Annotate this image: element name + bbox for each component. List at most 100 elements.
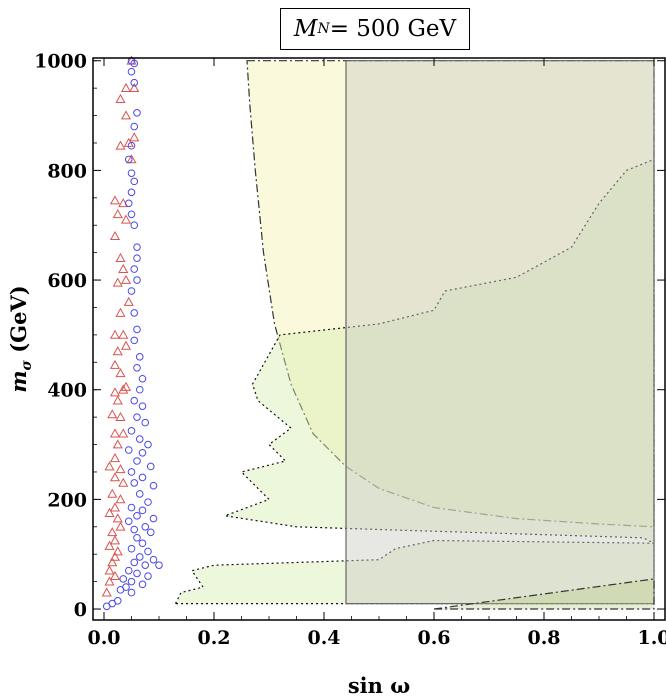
- triangle-point: [112, 439, 123, 449]
- triangle-point: [115, 368, 126, 378]
- circle-point: [119, 575, 128, 583]
- circle-point: [127, 544, 136, 553]
- y-label-symbol: m: [6, 370, 31, 392]
- triangle-point: [109, 359, 121, 369]
- circle-point: [127, 188, 136, 197]
- triangle-point: [112, 546, 123, 556]
- title-rest: = 500 GeV: [329, 16, 457, 42]
- circle-point: [133, 569, 141, 578]
- circle-point: [138, 402, 147, 410]
- circle-point: [149, 481, 158, 490]
- circle-point: [130, 122, 139, 131]
- triangle-point: [115, 494, 126, 504]
- green-dotted-region: [174, 158, 655, 605]
- triangle-point: [104, 540, 115, 550]
- circle-point: [130, 336, 139, 345]
- circle-point: [102, 602, 111, 611]
- circle-point: [138, 580, 147, 589]
- circle-point: [135, 490, 144, 498]
- circle-point: [141, 561, 150, 569]
- x-tick-label: 0.2: [197, 627, 230, 649]
- triangle-point: [115, 140, 126, 150]
- triangle-point: [109, 230, 121, 241]
- triangle-point: [109, 329, 121, 339]
- triangle-point: [112, 209, 123, 219]
- triangle-point: [120, 340, 132, 350]
- triangle-point: [101, 587, 112, 597]
- circle-point: [146, 528, 155, 537]
- circle-point: [146, 462, 155, 471]
- triangle-point: [109, 387, 121, 397]
- circle-point: [138, 473, 147, 482]
- circle-point: [130, 525, 139, 534]
- title-subscript: N: [317, 21, 330, 37]
- circle-point: [133, 109, 141, 117]
- circle-point: [124, 566, 133, 575]
- x-tick-label: 0.8: [527, 627, 560, 649]
- circle-point: [127, 210, 136, 219]
- circle-point: [127, 141, 136, 150]
- circle-point: [144, 572, 152, 580]
- triangle-point: [115, 463, 126, 474]
- circle-point: [135, 385, 144, 394]
- triangle-point: [129, 132, 140, 142]
- circle-point: [127, 169, 136, 177]
- circle-point: [130, 396, 139, 405]
- circle-point: [155, 561, 163, 569]
- triangle-point: [109, 195, 121, 205]
- circle-point: [138, 374, 147, 383]
- circle-point: [133, 254, 141, 262]
- triangle-point: [109, 570, 121, 580]
- triangle-point: [120, 274, 132, 284]
- y-tick-label: 800: [47, 160, 87, 182]
- circle-point: [133, 243, 141, 251]
- triangle-point: [118, 428, 129, 438]
- circle-point: [141, 418, 150, 427]
- y-axis-label: mσ (GeV): [6, 285, 35, 392]
- circle-point: [130, 479, 139, 487]
- triangle-point: [118, 329, 129, 339]
- triangle-point: [115, 521, 126, 531]
- circle-point: [144, 547, 152, 556]
- y-label-subscript: σ: [19, 359, 35, 370]
- circle-point: [127, 287, 136, 295]
- y-tick-label: 0: [74, 599, 87, 621]
- triangle-point: [120, 214, 132, 224]
- circle-point: [127, 67, 136, 76]
- y-tick-label: 1000: [34, 51, 87, 73]
- triangle-point: [107, 557, 118, 567]
- circle-point: [127, 468, 136, 476]
- circle-point: [130, 177, 139, 186]
- triangle-point: [118, 263, 129, 273]
- triangle-point: [104, 461, 115, 471]
- triangle-point: [120, 82, 132, 93]
- circle-point: [133, 325, 141, 334]
- circle-point: [141, 522, 150, 531]
- y-label-rest: (GeV): [6, 285, 31, 360]
- triangle-point: [112, 346, 123, 356]
- circle-point: [124, 199, 133, 208]
- triangle-point: [115, 411, 126, 421]
- triangle-point: [115, 307, 126, 317]
- y-tick-label: 600: [47, 270, 87, 292]
- triangle-point: [120, 381, 132, 391]
- circle-point: [133, 363, 141, 372]
- grey-vertical-band: [345, 60, 655, 605]
- triangle-point: [112, 277, 123, 287]
- triangle-point: [115, 252, 126, 262]
- triangle-point: [109, 535, 121, 545]
- circle-point: [127, 503, 136, 512]
- circle-point: [116, 586, 125, 594]
- triangle-point: [107, 409, 118, 419]
- circle-point: [138, 539, 147, 548]
- circle-point: [133, 512, 141, 520]
- circle-point: [127, 588, 136, 597]
- y-tick-label: 400: [47, 380, 87, 402]
- circle-point: [138, 448, 147, 457]
- shaded-regions: [174, 60, 655, 610]
- circle-point: [130, 59, 139, 68]
- triangle-point: [107, 527, 118, 537]
- circle-point: [135, 353, 144, 361]
- triangle-point: [112, 513, 123, 523]
